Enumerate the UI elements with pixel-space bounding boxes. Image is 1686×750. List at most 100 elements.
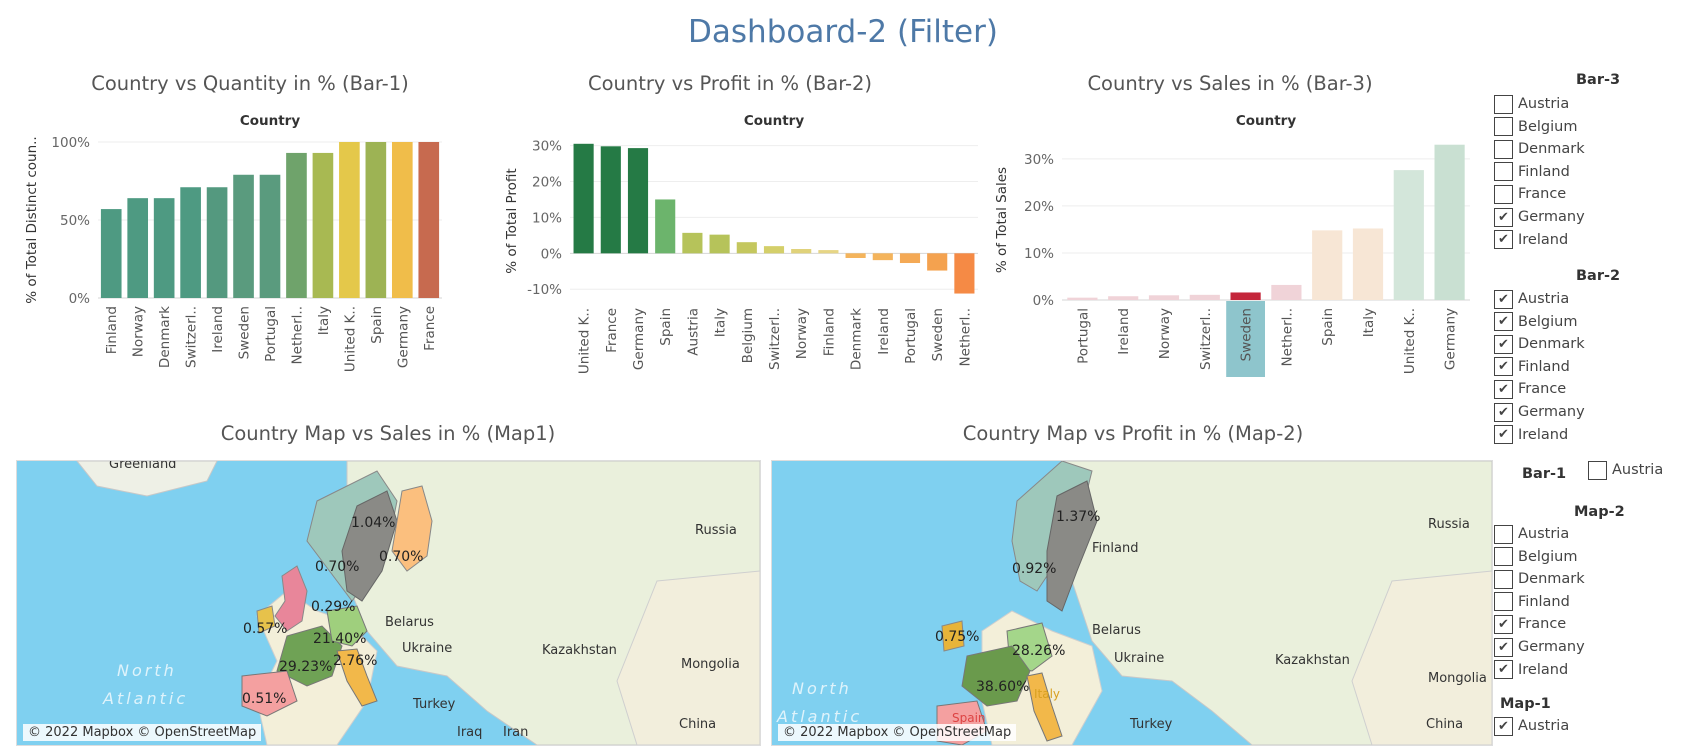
filter-map1-item-austria[interactable]: ✔ Austria <box>1494 715 1569 737</box>
filter-bar2-item-belgium[interactable]: ✔ Belgium <box>1494 311 1577 333</box>
bar-france[interactable] <box>418 142 440 298</box>
filter-map2-item-denmark[interactable]: Denmark <box>1494 568 1585 590</box>
bar-denmark[interactable] <box>845 253 866 258</box>
bar-austria[interactable] <box>682 232 703 254</box>
checkbox[interactable] <box>1494 569 1513 589</box>
checkbox[interactable]: ✔ <box>1494 425 1513 445</box>
filter-map2-item-germany[interactable]: ✔ Germany <box>1494 636 1585 658</box>
filter-bar2-item-denmark[interactable]: ✔ Denmark <box>1494 333 1585 355</box>
bar-ireland[interactable] <box>1108 296 1139 300</box>
bar-switzerl[interactable] <box>763 246 785 254</box>
bar-ireland[interactable] <box>206 187 228 298</box>
filter-bar3-item-austria[interactable]: Austria <box>1494 93 1569 115</box>
checkbox[interactable]: ✔ <box>1494 357 1513 377</box>
bar-unitedk[interactable] <box>573 143 594 254</box>
checkbox[interactable]: ✔ <box>1494 207 1513 227</box>
x-tick-label: Portugal <box>903 308 919 364</box>
checkbox[interactable]: ✔ <box>1494 402 1513 422</box>
checkbox[interactable]: ✔ <box>1494 334 1513 354</box>
filter-map2-item-austria[interactable]: Austria <box>1494 523 1569 545</box>
bar-ireland[interactable] <box>872 253 893 261</box>
bar-spain[interactable] <box>365 142 387 298</box>
x-tick-label: Ireland <box>1116 308 1132 355</box>
bar-denmark[interactable] <box>153 198 175 298</box>
map1-place-russia: Russia <box>695 523 737 538</box>
filter-bar3-item-france[interactable]: France <box>1494 183 1566 205</box>
bar-switzerl[interactable] <box>1189 294 1220 300</box>
checkbox[interactable] <box>1494 139 1513 159</box>
filter-bar2-item-ireland[interactable]: ✔ Ireland <box>1494 424 1568 446</box>
bar-germany[interactable] <box>391 142 413 298</box>
bar-germany[interactable] <box>627 148 649 254</box>
bar-norway[interactable] <box>127 198 149 298</box>
map1[interactable]: Greenland Russia Belarus Ukraine Kazakhs… <box>16 460 761 746</box>
chart-header: Country <box>1236 113 1297 129</box>
checkbox[interactable] <box>1494 524 1513 544</box>
filter-bar3-item-ireland[interactable]: ✔ Ireland <box>1494 229 1568 251</box>
bar-netherl[interactable] <box>286 152 307 298</box>
bar2-chart: Country % of Total Profit -10% 0% 10% 20% 30% U… <box>504 113 978 374</box>
bar-finland[interactable] <box>100 209 122 298</box>
checkbox[interactable]: ✔ <box>1494 289 1513 309</box>
map2-credit[interactable]: © 2022 Mapbox © OpenStreetMap <box>778 724 1017 741</box>
bar-norway[interactable] <box>791 249 812 254</box>
bar-spain[interactable] <box>655 199 676 254</box>
checkbox[interactable]: ✔ <box>1494 637 1513 657</box>
bar-unitedk[interactable] <box>1393 170 1424 300</box>
filter-bar1-item-austria[interactable]: Austria <box>1588 459 1663 481</box>
bar-netherl[interactable] <box>954 253 975 294</box>
filter-bar3-item-germany[interactable]: ✔ Germany <box>1494 206 1585 228</box>
checkbox[interactable] <box>1494 547 1513 567</box>
bar-norway[interactable] <box>1148 295 1180 300</box>
bar-portugal[interactable] <box>1067 297 1098 300</box>
checkbox[interactable] <box>1494 162 1513 182</box>
bar-spain[interactable] <box>1312 230 1343 300</box>
bar-italy[interactable] <box>1352 228 1384 300</box>
checkbox[interactable]: ✔ <box>1494 660 1513 680</box>
map1-credit[interactable]: © 2022 Mapbox © OpenStreetMap <box>23 724 262 741</box>
map2-place-belarus: Belarus <box>1092 623 1141 638</box>
filter-map2-item-ireland[interactable]: ✔ Ireland <box>1494 659 1568 681</box>
bar-finland[interactable] <box>818 250 839 254</box>
bar-netherl[interactable] <box>1271 284 1302 300</box>
bar-italy[interactable] <box>709 234 730 254</box>
bar-portugal[interactable] <box>259 174 281 298</box>
map1-title: Country Map vs Sales in % (Map1) <box>220 422 556 445</box>
bar-france[interactable] <box>600 146 621 254</box>
filter-map2-item-finland[interactable]: Finland <box>1494 591 1570 613</box>
y-tick-label: -10% <box>527 282 562 298</box>
filter-item-label: Finland <box>1518 163 1570 180</box>
map2[interactable]: Russia Finland Belarus Ukraine Kazakhsta… <box>771 460 1493 746</box>
checkbox[interactable]: ✔ <box>1494 312 1513 332</box>
filter-map2-item-france[interactable]: ✔ France <box>1494 613 1566 635</box>
checkbox[interactable] <box>1588 460 1607 480</box>
bar-italy[interactable] <box>312 152 334 298</box>
checkbox[interactable] <box>1494 592 1513 612</box>
checkbox[interactable] <box>1494 117 1513 137</box>
checkbox[interactable]: ✔ <box>1494 614 1513 634</box>
checkbox[interactable] <box>1494 94 1513 114</box>
filter-map2-item-belgium[interactable]: Belgium <box>1494 546 1577 568</box>
map2-ocean-north: North <box>792 679 852 698</box>
filter-bar2-item-germany[interactable]: ✔ Germany <box>1494 401 1585 423</box>
filter-bar3-item-finland[interactable]: Finland <box>1494 161 1570 183</box>
filter-bar3-item-belgium[interactable]: Belgium <box>1494 116 1577 138</box>
bar3-chart: Country % of Total Sales 0% 10% 20% 30% Portug… <box>994 113 1470 377</box>
bar-sweden[interactable] <box>1230 292 1261 300</box>
checkbox[interactable]: ✔ <box>1494 379 1513 399</box>
filter-bar2-item-france[interactable]: ✔ France <box>1494 378 1566 400</box>
bar-sweden[interactable] <box>927 253 948 271</box>
bar-unitedk[interactable] <box>339 142 360 298</box>
filter-bar2-item-austria[interactable]: ✔ Austria <box>1494 288 1569 310</box>
bar-portugal[interactable] <box>899 253 921 264</box>
filter-panel: Bar-3 Bar-2 Bar-1 Map-2 Map-1 Austria Bel… <box>1494 0 1686 750</box>
checkbox[interactable]: ✔ <box>1494 716 1513 736</box>
checkbox[interactable] <box>1494 184 1513 204</box>
bar-switzerl[interactable] <box>180 187 201 298</box>
checkbox[interactable]: ✔ <box>1494 230 1513 250</box>
filter-bar3-item-denmark[interactable]: Denmark <box>1494 138 1585 160</box>
bar-germany[interactable] <box>1434 144 1465 300</box>
filter-bar2-item-finland[interactable]: ✔ Finland <box>1494 356 1570 378</box>
bar-belgium[interactable] <box>736 242 757 254</box>
bar-sweden[interactable] <box>233 174 254 298</box>
